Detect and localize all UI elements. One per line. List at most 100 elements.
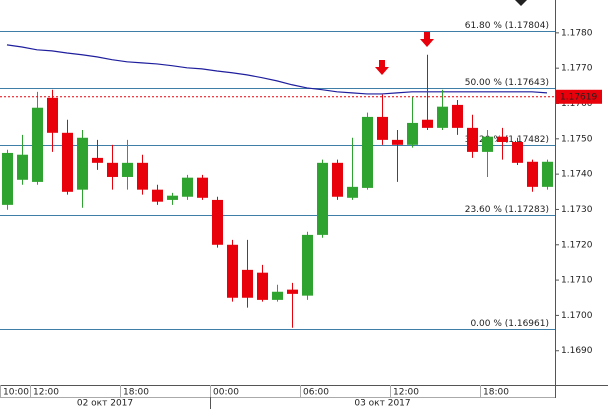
x-tick-label: 06:00 — [303, 388, 329, 398]
candle-body — [272, 291, 283, 300]
candle — [437, 89, 448, 130]
candle — [452, 99, 463, 135]
candle — [497, 127, 508, 160]
candle-body — [167, 195, 178, 200]
x-tick-label: 10:00 — [3, 388, 29, 398]
candle — [197, 174, 208, 200]
candle-body — [482, 136, 493, 152]
candle — [182, 174, 193, 200]
candle — [2, 149, 13, 210]
candle-body — [32, 107, 43, 182]
candle-body — [497, 136, 508, 142]
y-tick-label: 1.1760 — [561, 99, 593, 109]
candle — [302, 231, 313, 300]
candle — [107, 144, 118, 190]
candle — [212, 196, 223, 248]
current-price-box — [556, 89, 602, 104]
current-price-label: 1.17619 — [560, 92, 597, 102]
candle-body — [227, 244, 238, 298]
candle — [92, 139, 103, 170]
candle-body — [317, 162, 328, 235]
moving-average — [6, 44, 548, 95]
candle — [242, 239, 253, 308]
candle — [167, 192, 178, 205]
fib-label: 23.60 % (1.17283) — [465, 205, 549, 215]
candle — [527, 159, 538, 192]
candle-body — [437, 106, 448, 128]
candle-body — [92, 157, 103, 163]
y-tick-label: 1.1750 — [561, 134, 593, 144]
date-label: 02 окт 2017 — [77, 399, 133, 409]
candle-body — [137, 162, 148, 190]
candle — [17, 134, 28, 185]
candle-body — [197, 177, 208, 198]
candle-body — [347, 186, 358, 198]
candle — [152, 184, 163, 205]
date-label: 03 окт 2017 — [354, 399, 410, 409]
fib-label: 61.80 % (1.17804) — [465, 21, 549, 31]
candle-body — [407, 122, 418, 145]
candle-body — [512, 141, 523, 163]
candle-body — [452, 104, 463, 128]
candle — [377, 94, 388, 145]
candle-body — [107, 162, 118, 177]
candle — [512, 137, 523, 165]
candle-body — [122, 162, 133, 177]
candle-body — [77, 137, 88, 190]
candle-body — [152, 189, 163, 202]
candle-body — [542, 161, 553, 187]
candle — [137, 154, 148, 195]
candle-body — [47, 97, 58, 133]
candle — [62, 119, 73, 195]
fib-label: 0.00 % (1.16961) — [470, 319, 549, 329]
signal-arrow — [375, 60, 389, 75]
candle-body — [2, 152, 13, 205]
candle-body — [17, 154, 28, 180]
candle-body — [332, 162, 343, 197]
shift-marker[interactable] — [515, 0, 527, 6]
y-tick-label: 1.1700 — [561, 311, 593, 321]
candle-body — [182, 177, 193, 197]
candle — [362, 112, 373, 190]
y-tick-label: 1.1720 — [561, 240, 593, 250]
candle — [47, 89, 58, 152]
y-tick-label: 1.1780 — [561, 28, 593, 38]
candle-body — [422, 119, 433, 128]
signal-arrow — [420, 32, 434, 47]
y-tick-label: 1.1690 — [561, 346, 593, 356]
x-tick-label: 18:00 — [483, 388, 509, 398]
y-tick-label: 1.1770 — [561, 64, 593, 74]
candle-body — [62, 132, 73, 192]
candle — [347, 137, 358, 200]
candle — [272, 284, 283, 302]
candle — [542, 159, 553, 190]
fib-label: 50.00 % (1.17643) — [465, 78, 549, 88]
candle-body — [257, 272, 268, 300]
x-tick-label: 12:00 — [33, 388, 59, 398]
candle — [227, 239, 238, 302]
candle — [257, 264, 268, 302]
candle — [482, 129, 493, 177]
x-tick-label: 00:00 — [213, 388, 239, 398]
x-tick-label: 18:00 — [123, 388, 149, 398]
candle-body — [392, 139, 403, 145]
candle — [407, 96, 418, 148]
candle-body — [212, 199, 223, 245]
y-tick-label: 1.1740 — [561, 170, 593, 180]
candle — [287, 282, 298, 328]
candle-body — [527, 161, 538, 187]
candle — [467, 114, 478, 158]
candle-body — [302, 234, 313, 296]
candle-body — [362, 116, 373, 188]
candle — [122, 139, 133, 190]
y-tick-label: 1.1710 — [561, 276, 593, 286]
y-tick-label: 1.1730 — [561, 205, 593, 215]
candle — [317, 159, 328, 238]
candle-body — [377, 116, 388, 140]
candle-body — [287, 289, 298, 294]
candle — [77, 129, 88, 208]
candle — [32, 91, 43, 185]
